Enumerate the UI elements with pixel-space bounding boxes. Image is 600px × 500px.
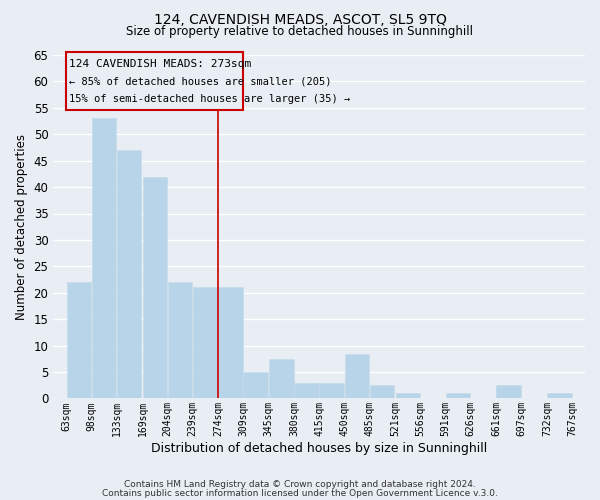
Bar [117,150,142,398]
Bar [319,382,344,398]
Text: ← 85% of detached houses are smaller (205): ← 85% of detached houses are smaller (20… [69,76,332,86]
Y-axis label: Number of detached properties: Number of detached properties [15,134,28,320]
Bar [269,359,294,399]
Bar [446,393,470,398]
Text: 15% of semi-detached houses are larger (35) →: 15% of semi-detached houses are larger (… [69,94,350,104]
Bar [547,393,572,398]
Bar [218,288,242,399]
Text: Contains HM Land Registry data © Crown copyright and database right 2024.: Contains HM Land Registry data © Crown c… [124,480,476,489]
Bar [143,176,167,398]
Bar [66,52,243,110]
Text: Size of property relative to detached houses in Sunninghill: Size of property relative to detached ho… [127,25,473,38]
Bar [294,382,319,398]
Text: Contains public sector information licensed under the Open Government Licence v.: Contains public sector information licen… [102,489,498,498]
X-axis label: Distribution of detached houses by size in Sunninghill: Distribution of detached houses by size … [151,442,487,455]
Bar [344,354,369,399]
Text: 124 CAVENDISH MEADS: 273sqm: 124 CAVENDISH MEADS: 273sqm [69,58,251,68]
Bar [168,282,193,399]
Bar [243,372,268,398]
Bar [67,282,91,399]
Bar [370,385,394,398]
Bar [92,118,116,398]
Bar [193,288,218,399]
Text: 124, CAVENDISH MEADS, ASCOT, SL5 9TQ: 124, CAVENDISH MEADS, ASCOT, SL5 9TQ [154,12,446,26]
Bar [395,393,420,398]
Bar [496,385,521,398]
